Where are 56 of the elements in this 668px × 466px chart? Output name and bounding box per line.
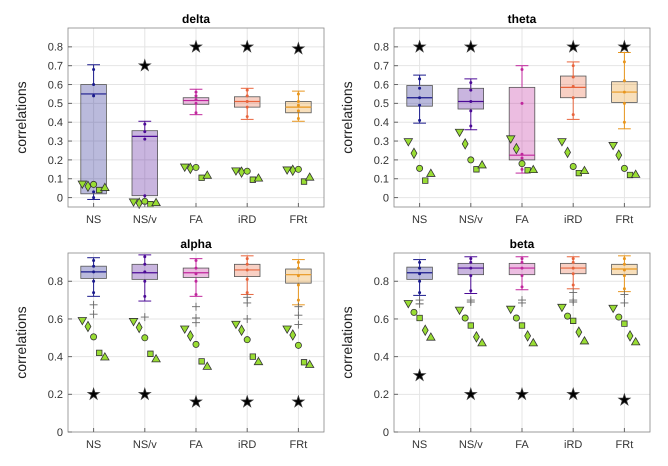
y-tick-label: 0.2 (374, 389, 389, 402)
x-tick-label: NS/v (132, 214, 158, 226)
y-tick-label: 0.3 (374, 136, 389, 148)
chart-title: delta (182, 12, 210, 26)
x-tick-label: iRD (238, 214, 256, 226)
y-tick-label: 0.8 (374, 42, 389, 54)
y-tick-label: 0.6 (374, 79, 389, 92)
y-tick-label: 0.1 (48, 174, 63, 186)
y-tick-label: 0.5 (374, 98, 389, 110)
y-tick-label: 0.2 (48, 154, 63, 167)
x-tick-label: FA (189, 214, 204, 226)
y-tick-label: 0.4 (374, 117, 389, 130)
y-axis-title: correlations (339, 81, 355, 154)
y-tick-label: 0 (56, 426, 63, 439)
x-tick-label: NS (412, 439, 428, 451)
y-tick-label: 0.8 (48, 276, 63, 288)
x-tick-label: iRD (564, 439, 582, 451)
y-axis-title: correlations (13, 306, 29, 379)
y-tick-label: 0.2 (48, 389, 63, 402)
y-tick-label: 0.8 (48, 42, 63, 54)
y-tick-label: 0.8 (374, 276, 389, 288)
x-tick-label: FRt (616, 439, 634, 451)
chart-title: beta (510, 237, 535, 251)
y-tick-label: 0.5 (48, 98, 63, 110)
chart-title: alpha (180, 237, 212, 251)
y-tick-label: 0.6 (374, 314, 389, 326)
y-tick-label: 0.6 (48, 314, 63, 326)
y-axis-title: correlations (339, 306, 355, 379)
y-tick-label: 0.1 (374, 174, 389, 186)
x-tick-label: FA (515, 214, 530, 226)
y-tick-label: 0.4 (374, 351, 389, 364)
y-tick-label: 0.3 (48, 136, 63, 148)
y-tick-label: 0.7 (374, 60, 389, 73)
x-tick-label: NS/v (132, 439, 158, 451)
x-tick-label: NS/v (458, 439, 484, 451)
y-tick-label: 0 (382, 426, 389, 439)
x-tick-label: NS/v (458, 214, 484, 226)
y-tick-label: 0 (56, 192, 63, 204)
y-tick-label: 0.2 (374, 154, 389, 167)
x-tick-label: FRt (290, 214, 308, 226)
y-axis-title: correlations (13, 81, 29, 154)
y-tick-label: 0.7 (48, 60, 63, 73)
x-tick-label: FRt (290, 439, 308, 451)
x-tick-label: FRt (616, 214, 634, 226)
x-tick-label: FA (189, 439, 204, 451)
y-tick-label: 0.6 (48, 79, 63, 92)
x-tick-label: FA (515, 439, 530, 451)
x-tick-label: NS (412, 214, 428, 226)
x-tick-label: NS (86, 439, 102, 451)
chart-title: theta (508, 12, 537, 26)
y-tick-label: 0.4 (48, 117, 63, 130)
x-tick-label: iRD (564, 214, 582, 226)
y-tick-label: 0.4 (48, 351, 63, 364)
x-tick-label: NS (86, 214, 102, 226)
y-tick-label: 0 (382, 192, 389, 204)
x-tick-label: iRD (238, 439, 256, 451)
